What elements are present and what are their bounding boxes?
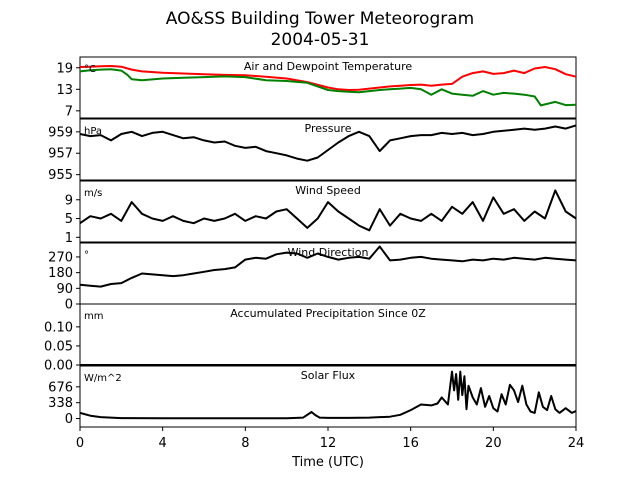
y-tick-label: 9 — [65, 193, 73, 208]
x-tick-label: 8 — [241, 436, 249, 451]
series-line-0 — [79, 189, 577, 232]
x-tick-label: 12 — [320, 436, 337, 451]
y-tick-label: 0.05 — [44, 339, 73, 354]
y-tick-label: 5 — [65, 212, 73, 227]
series-line-0 — [79, 370, 577, 420]
y-tick-label: 19 — [56, 61, 73, 76]
x-tick-label: 16 — [402, 436, 419, 451]
panel-title: Wind Direction — [288, 246, 369, 259]
y-tick-label: 338 — [48, 396, 73, 411]
panel-0: 7 13 19 Air and Dewpoint Temperature °C — [56, 56, 577, 119]
x-axis: 0 4 8 12 16 20 24 — [76, 427, 584, 451]
y-tick-label: 180 — [48, 266, 73, 281]
y-tick-label: 7 — [65, 104, 73, 119]
y-tick-label: 955 — [48, 168, 73, 183]
figure-date: 2004-05-31 — [271, 30, 370, 50]
panel-1: 955 957 959 Pressure hPa — [48, 118, 577, 183]
y-tick-label: 957 — [48, 147, 73, 162]
panel-title: Air and Dewpoint Temperature — [244, 60, 412, 73]
x-tick-label: 4 — [159, 436, 167, 451]
panel-frame — [79, 180, 577, 243]
y-tick-label: 0.00 — [44, 359, 73, 374]
y-tick-label: 1 — [65, 231, 73, 246]
panel-title: Accumulated Precipitation Since 0Z — [230, 307, 426, 320]
x-tick-label: 24 — [568, 436, 585, 451]
x-tick-label: 0 — [76, 436, 84, 451]
panel-frame — [79, 56, 577, 119]
panel-4: 0.00 0.05 0.10 Accumulated Precipitation Si… — [44, 303, 577, 374]
panel-frame — [79, 118, 577, 181]
y-tick-label: 959 — [48, 125, 73, 140]
panel-unit: m/s — [84, 188, 102, 199]
y-tick-label: 0 — [65, 298, 73, 313]
y-tick-label: 676 — [48, 380, 73, 395]
y-tick-label: 90 — [56, 282, 73, 297]
x-tick-label: 20 — [485, 436, 502, 451]
y-tick-label: 270 — [48, 250, 73, 265]
panel-unit: °C — [84, 64, 96, 75]
series-line-0 — [79, 65, 577, 91]
x-axis-label: Time (UTC) — [291, 455, 364, 470]
y-tick-label: 13 — [56, 83, 73, 98]
y-tick-label: 0.10 — [44, 320, 73, 335]
panel-title: Wind Speed — [295, 184, 361, 197]
y-tick-label: 0 — [65, 412, 73, 427]
figure-title: AO&SS Building Tower Meteorogram — [166, 9, 474, 29]
panel-title: Pressure — [305, 122, 352, 135]
panel-unit: mm — [84, 311, 103, 322]
series-line-0 — [79, 124, 577, 162]
panel-unit: ° — [84, 250, 89, 261]
panel-unit: hPa — [84, 126, 102, 137]
series-line-0 — [79, 245, 577, 288]
panel-unit: W/m^2 — [84, 373, 122, 384]
panel-title: Solar Flux — [301, 369, 356, 382]
series-line-1 — [79, 68, 577, 107]
panel-2: 1 5 9 Wind Speed m/s — [65, 180, 577, 246]
